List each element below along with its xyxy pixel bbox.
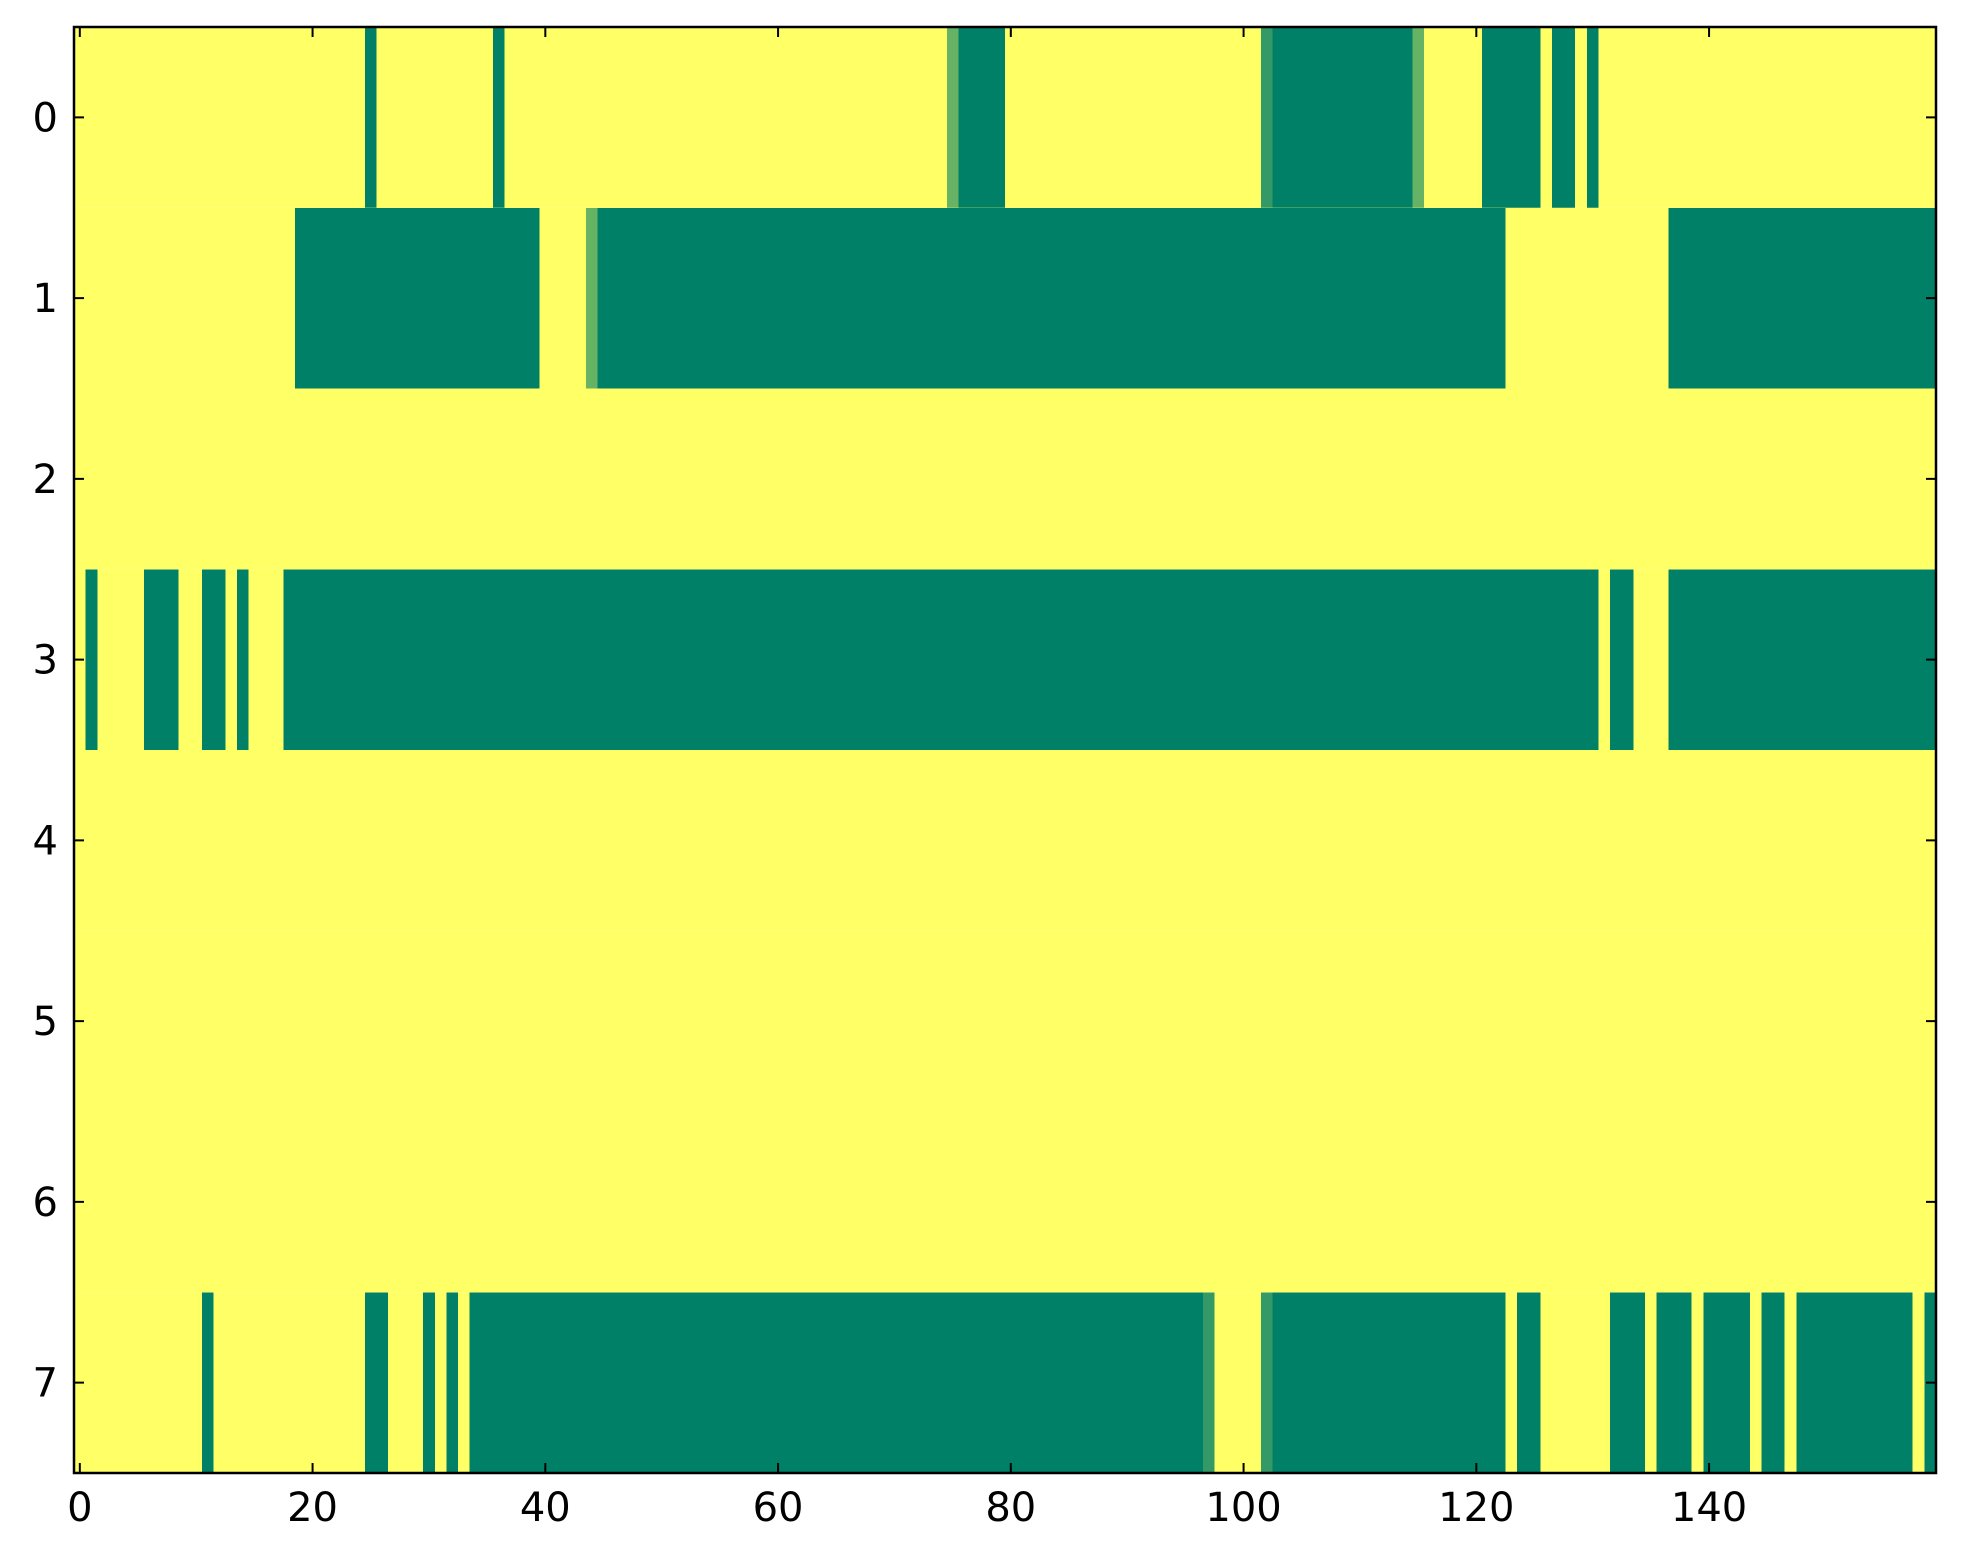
heatmap-segment-r7-0 [202, 1292, 214, 1473]
heatmap-segment-r0-7 [1482, 27, 1541, 208]
heatmap-segment-r3-1 [143, 569, 179, 750]
x-tick-label: 0 [67, 1485, 92, 1531]
heatmap-row-5 [74, 930, 1936, 1112]
axis-tick-labels: 0 20 40 60 80 100 120 140 0 1 2 3 4 5 6 7 [33, 95, 1748, 1531]
x-tick-label: 80 [985, 1485, 1036, 1531]
heatmap-segment-r7-4 [469, 1292, 1203, 1473]
heatmap-segment-r3-3 [236, 569, 249, 750]
heatmap-segment-r3-0 [85, 569, 98, 750]
heatmap-segment-r0-9 [1586, 27, 1599, 208]
axis-ticks [74, 27, 1936, 1473]
heatmap-segment-r1-0 [295, 207, 540, 389]
y-tick-label: 5 [33, 999, 58, 1045]
heatmap-segment-r7-5 [1202, 1292, 1215, 1473]
heatmap-segment-r0-1 [492, 27, 505, 208]
y-tick-label: 6 [33, 1180, 58, 1226]
x-tick-label: 20 [287, 1485, 338, 1531]
heatmap-segment-r3-6 [1668, 569, 1936, 750]
y-tick-label: 1 [33, 276, 58, 322]
heatmap-segment-r1-1 [586, 207, 598, 389]
heatmap-segment-r0-6 [1412, 27, 1424, 208]
heatmap-segment-r0-0 [364, 27, 377, 208]
heatmap-segment-r0-2 [946, 27, 959, 208]
heatmap-segment-r3-2 [202, 569, 226, 750]
x-tick-label: 40 [520, 1485, 571, 1531]
heatmap-segment-r7-1 [364, 1292, 389, 1473]
y-tick-label: 0 [33, 95, 58, 141]
heatmap-segment-r7-6 [1261, 1292, 1273, 1473]
heatmap-segment-r7-2 [423, 1292, 435, 1473]
heatmap-segment-r7-11 [1703, 1292, 1750, 1473]
heatmap-segment-r7-12 [1761, 1292, 1785, 1473]
y-tick-label: 3 [33, 638, 58, 684]
x-tick-label: 120 [1438, 1485, 1514, 1531]
heatmap-cells [74, 27, 1936, 1473]
heatmap-segment-r1-3 [1668, 207, 1936, 389]
heatmap-segment-r7-13 [1796, 1292, 1913, 1473]
heatmap-segment-r1-2 [597, 207, 1506, 389]
heatmap-row-6 [74, 1111, 1936, 1293]
x-tick-label: 100 [1205, 1485, 1281, 1531]
heatmap-segment-r7-10 [1656, 1292, 1692, 1473]
x-tick-label: 140 [1671, 1485, 1747, 1531]
heatmap-segment-r7-7 [1272, 1292, 1506, 1473]
y-tick-label: 2 [33, 457, 58, 503]
plot-frame [72, 25, 1938, 1475]
heatmap-segment-r3-5 [1610, 569, 1634, 750]
y-tick-label: 7 [33, 1361, 58, 1407]
heatmap-segment-r7-3 [446, 1292, 459, 1473]
x-tick-label: 60 [753, 1485, 804, 1531]
heatmap-row-2 [74, 388, 1936, 570]
heatmap-segment-r0-8 [1551, 27, 1576, 208]
heatmap-segment-r0-5 [1272, 27, 1413, 208]
heatmap-row-4 [74, 750, 1936, 931]
heatmap-segment-r0-4 [1261, 27, 1273, 208]
heatmap-segment-r7-8 [1517, 1292, 1541, 1473]
heatmap-segment-r0-3 [958, 27, 1005, 208]
y-tick-label: 4 [33, 818, 58, 864]
heatmap-segment-r3-4 [283, 569, 1599, 750]
heatmap-segment-r7-9 [1610, 1292, 1646, 1473]
